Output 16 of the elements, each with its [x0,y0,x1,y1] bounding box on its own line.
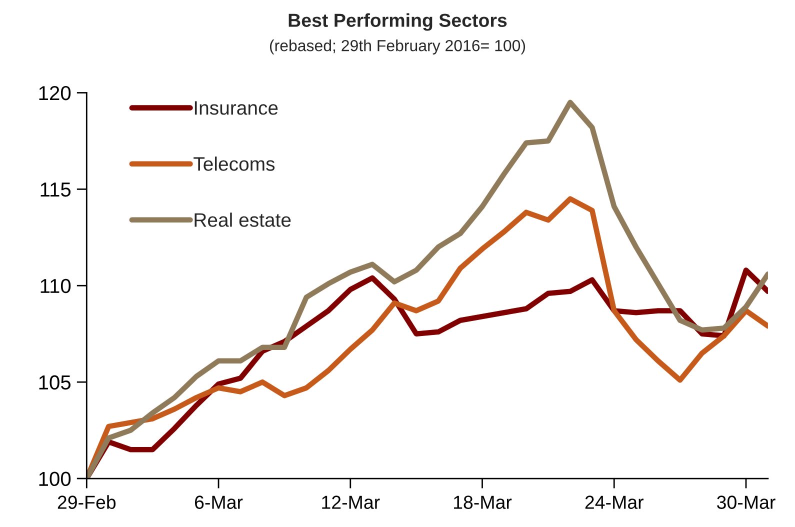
y-tick-label: 115 [40,182,71,197]
legend-label: Real estate [194,212,291,227]
legend-label: Insurance [194,101,278,115]
y-tick-label: 110 [40,278,71,294]
x-tick-label: 12-Mar [322,496,380,509]
x-tick-label: 29-Feb [58,495,116,509]
y-tick-label: 100 [39,472,71,486]
y-tick-label: 120 [39,86,71,100]
legend-label: Telecoms [194,156,275,171]
y-tick-label: 105 [39,375,71,390]
x-tick-label: 24-Mar [585,496,644,509]
x-tick-label: 30-Mar [717,496,776,509]
x-tick-label: 18-Mar [454,496,512,509]
chart-subtitle: (rebased; 29th February 2016= 100) [270,40,526,54]
chart-title: Best Performing Sectors [288,13,507,31]
x-tick-label: 6-Mar [194,496,243,509]
